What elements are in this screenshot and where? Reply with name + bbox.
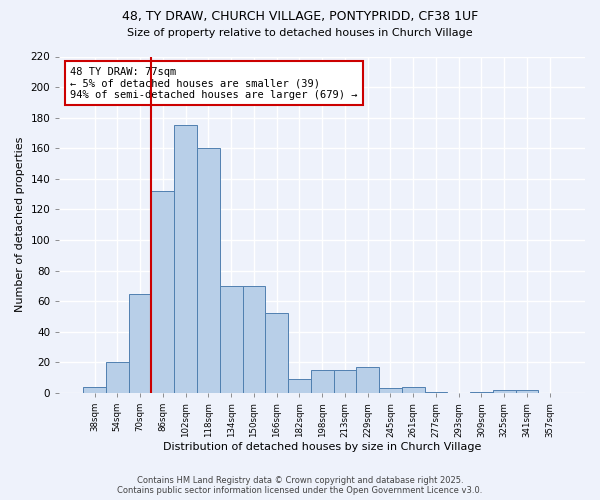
X-axis label: Distribution of detached houses by size in Church Village: Distribution of detached houses by size … — [163, 442, 481, 452]
Bar — [402, 387, 425, 393]
Y-axis label: Number of detached properties: Number of detached properties — [15, 137, 25, 312]
Bar — [220, 286, 242, 393]
Text: 48, TY DRAW, CHURCH VILLAGE, PONTYPRIDD, CF38 1UF: 48, TY DRAW, CHURCH VILLAGE, PONTYPRIDD,… — [122, 10, 478, 23]
Bar — [129, 294, 151, 393]
Bar — [288, 380, 311, 393]
Text: Contains HM Land Registry data © Crown copyright and database right 2025.
Contai: Contains HM Land Registry data © Crown c… — [118, 476, 482, 495]
Text: 48 TY DRAW: 77sqm
← 5% of detached houses are smaller (39)
94% of semi-detached : 48 TY DRAW: 77sqm ← 5% of detached house… — [70, 66, 358, 100]
Bar — [311, 370, 334, 393]
Bar — [493, 390, 515, 393]
Bar — [174, 126, 197, 393]
Bar — [242, 286, 265, 393]
Bar — [151, 191, 174, 393]
Bar — [379, 388, 402, 393]
Bar — [83, 387, 106, 393]
Bar — [356, 367, 379, 393]
Text: Size of property relative to detached houses in Church Village: Size of property relative to detached ho… — [127, 28, 473, 38]
Bar — [425, 392, 448, 393]
Bar — [106, 362, 129, 393]
Bar — [515, 390, 538, 393]
Bar — [334, 370, 356, 393]
Bar — [265, 314, 288, 393]
Bar — [197, 148, 220, 393]
Bar — [470, 392, 493, 393]
